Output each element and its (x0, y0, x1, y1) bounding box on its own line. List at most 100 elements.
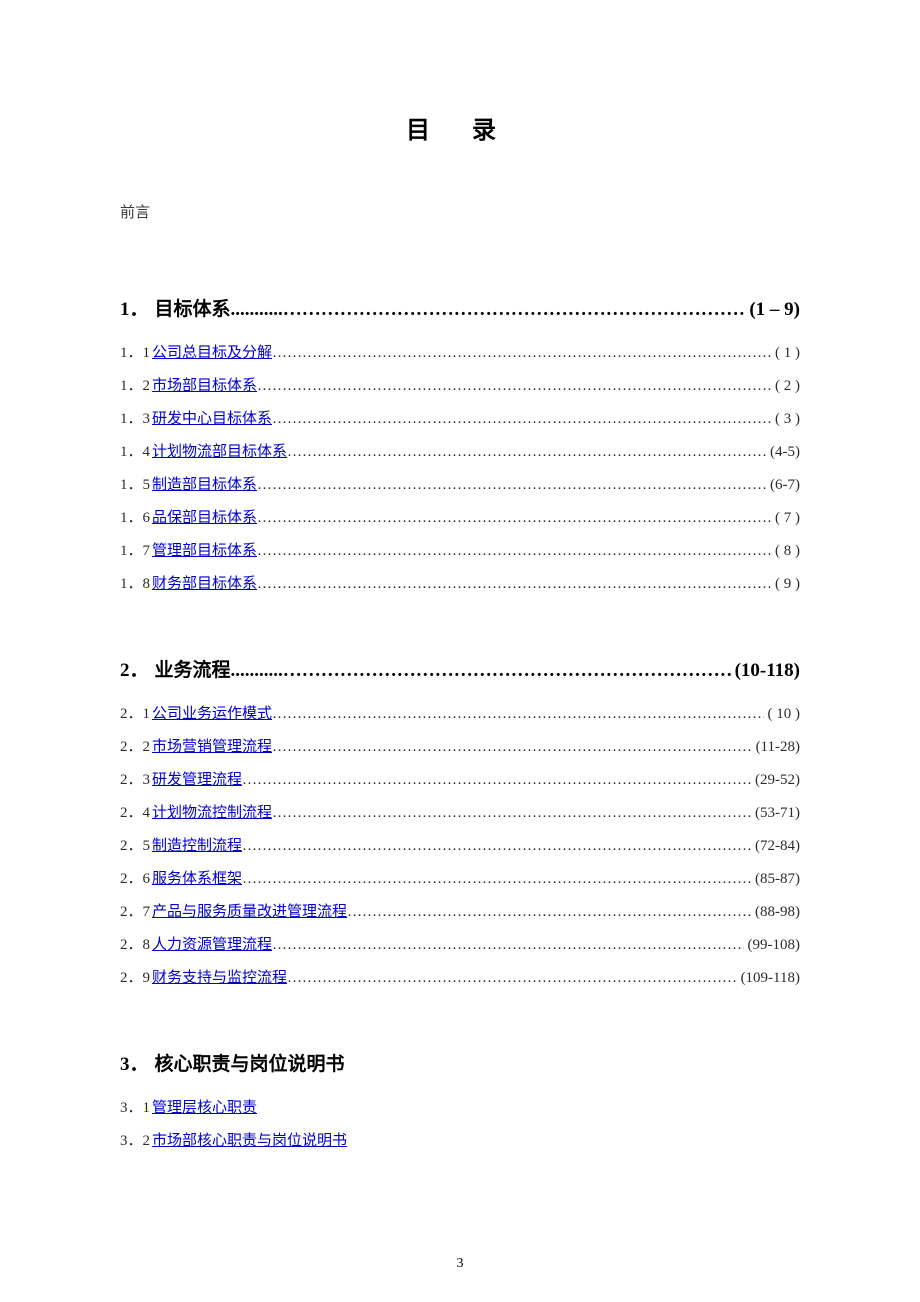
leader-dots (231, 299, 746, 321)
entry-link[interactable]: 市场部核心职责与岗位说明书 (152, 1125, 347, 1158)
entry-page: (72-84) (751, 830, 800, 863)
toc-entry: 1．4 计划物流部目标体系 (4-5) (120, 436, 800, 469)
toc-entry: 1．1 公司总目标及分解 ( 1 ) (120, 337, 800, 370)
leader-dots (272, 731, 752, 764)
toc-section: 2．业务流程(10-118)2．1 公司业务运作模式( 10 )2．2 市场营销… (120, 655, 800, 995)
entry-page: ( 9 ) (771, 568, 800, 601)
leader-dots (257, 568, 771, 601)
entry-link[interactable]: 财务部目标体系 (152, 568, 257, 601)
toc-entry: 3．1 管理层核心职责 (120, 1092, 800, 1125)
toc-entry: 2．4 计划物流控制流程 (53-71) (120, 797, 800, 830)
toc-entry: 2．7 产品与服务质量改进管理流程(88-98) (120, 896, 800, 929)
entry-page: ( 10 ) (764, 698, 801, 731)
toc-entry: 2．2 市场营销管理流程 (11-28) (120, 731, 800, 764)
leader-dots (272, 797, 751, 830)
leader-dots (272, 698, 763, 731)
entry-link[interactable]: 市场部目标体系 (152, 370, 257, 403)
entry-link[interactable]: 公司总目标及分解 (152, 337, 272, 370)
toc-entry: 2．6 服务体系框架(85-87) (120, 863, 800, 896)
leader-dots (257, 469, 766, 502)
entry-index: 2．3 (120, 764, 150, 797)
entry-link[interactable]: 制造控制流程 (152, 830, 242, 863)
document-page: 目 录 前言 1．目标体系(1 – 9)1．1 公司总目标及分解( 1 )1．2… (0, 0, 920, 1302)
entry-index: 1．8 (120, 568, 150, 601)
entry-index: 1．5 (120, 469, 150, 502)
leader-dots (272, 929, 743, 962)
section-page-range: (1 – 9) (745, 299, 800, 321)
leader-dots (242, 764, 751, 797)
entry-link[interactable]: 品保部目标体系 (152, 502, 257, 535)
leader-dots (257, 370, 771, 403)
entry-page: ( 2 ) (771, 370, 800, 403)
entry-page: ( 8 ) (771, 535, 800, 568)
toc-entry: 3．2 市场部核心职责与岗位说明书 (120, 1125, 800, 1158)
toc-entry: 2．9 财务支持与监控流程(109-118) (120, 962, 800, 995)
entry-page: (85-87) (751, 863, 800, 896)
leader-dots (287, 962, 737, 995)
entry-index: 2．5 (120, 830, 150, 863)
toc-entry: 2．8 人力资源管理流程(99-108) (120, 929, 800, 962)
entry-page: ( 3 ) (771, 403, 800, 436)
leader-dots (257, 502, 771, 535)
entry-page: (99-108) (744, 929, 801, 962)
toc-entry: 2．5 制造控制流程 (72-84) (120, 830, 800, 863)
entry-link[interactable]: 管理部目标体系 (152, 535, 257, 568)
entry-page: (53-71) (751, 797, 800, 830)
entry-page: (4-5) (766, 436, 800, 469)
entry-index: 3．1 (120, 1092, 150, 1125)
entry-index: 1．1 (120, 337, 150, 370)
toc-section-heading: 1．目标体系 (1 – 9) (120, 294, 800, 321)
entry-link[interactable]: 市场营销管理流程 (152, 731, 272, 764)
entry-link[interactable]: 服务体系框架 (152, 863, 242, 896)
page-title: 目 录 (120, 110, 800, 145)
leader-dots (347, 896, 751, 929)
leader-dots (231, 660, 731, 682)
toc-entry: 1．3 研发中心目标体系( 3 ) (120, 403, 800, 436)
toc-entry: 1．5 制造部目标体系 (6-7) (120, 469, 800, 502)
entry-page: (6-7) (766, 469, 800, 502)
entry-link[interactable]: 制造部目标体系 (152, 469, 257, 502)
entry-link[interactable]: 计划物流控制流程 (152, 797, 272, 830)
section-title: 核心职责与岗位说明书 (155, 1049, 345, 1076)
toc-section-heading: 2．业务流程(10-118) (120, 655, 800, 682)
section-title: 目标体系 (155, 294, 231, 321)
table-of-contents: 1．目标体系(1 – 9)1．1 公司总目标及分解( 1 )1．2 市场部目标体… (120, 294, 800, 1158)
toc-entry: 1．7 管理部目标体系( 8 ) (120, 535, 800, 568)
leader-dots (242, 830, 751, 863)
entry-link[interactable]: 财务支持与监控流程 (152, 962, 287, 995)
leader-dots (257, 535, 771, 568)
entry-index: 2．1 (120, 698, 150, 731)
leader-dots (242, 863, 751, 896)
section-page-range: (10-118) (731, 660, 800, 682)
entry-link[interactable]: 研发管理流程 (152, 764, 242, 797)
entry-link[interactable]: 产品与服务质量改进管理流程 (152, 896, 347, 929)
leader-dots (287, 436, 766, 469)
entry-index: 3．2 (120, 1125, 150, 1158)
toc-entry: 1．8 财务部目标体系 ( 9 ) (120, 568, 800, 601)
toc-entry: 1．2 市场部目标体系 ( 2 ) (120, 370, 800, 403)
entry-index: 2．9 (120, 962, 150, 995)
section-number: 2． (120, 655, 149, 682)
entry-index: 1．6 (120, 502, 150, 535)
section-number: 1． (120, 294, 149, 321)
leader-dots (272, 337, 771, 370)
entry-link[interactable]: 计划物流部目标体系 (152, 436, 287, 469)
entry-link[interactable]: 公司业务运作模式 (152, 698, 272, 731)
toc-entry: 2．1 公司业务运作模式 ( 10 ) (120, 698, 800, 731)
entry-index: 2．4 (120, 797, 150, 830)
entry-page: (88-98) (751, 896, 800, 929)
entry-page: (29-52) (751, 764, 800, 797)
entry-index: 2．2 (120, 731, 150, 764)
toc-entry: 2．3 研发管理流程 (29-52) (120, 764, 800, 797)
entry-link[interactable]: 管理层核心职责 (152, 1092, 257, 1125)
entry-page: ( 1 ) (771, 337, 800, 370)
toc-entry: 1．6 品保部目标体系( 7 ) (120, 502, 800, 535)
page-number: 3 (457, 1256, 464, 1272)
entry-page: (11-28) (752, 731, 800, 764)
entry-index: 1．2 (120, 370, 150, 403)
entry-link[interactable]: 人力资源管理流程 (152, 929, 272, 962)
section-number: 3． (120, 1049, 149, 1076)
entry-link[interactable]: 研发中心目标体系 (152, 403, 272, 436)
toc-section: 3．核心职责与岗位说明书3．1 管理层核心职责3．2 市场部核心职责与岗位说明书 (120, 1049, 800, 1158)
entry-index: 1．4 (120, 436, 150, 469)
